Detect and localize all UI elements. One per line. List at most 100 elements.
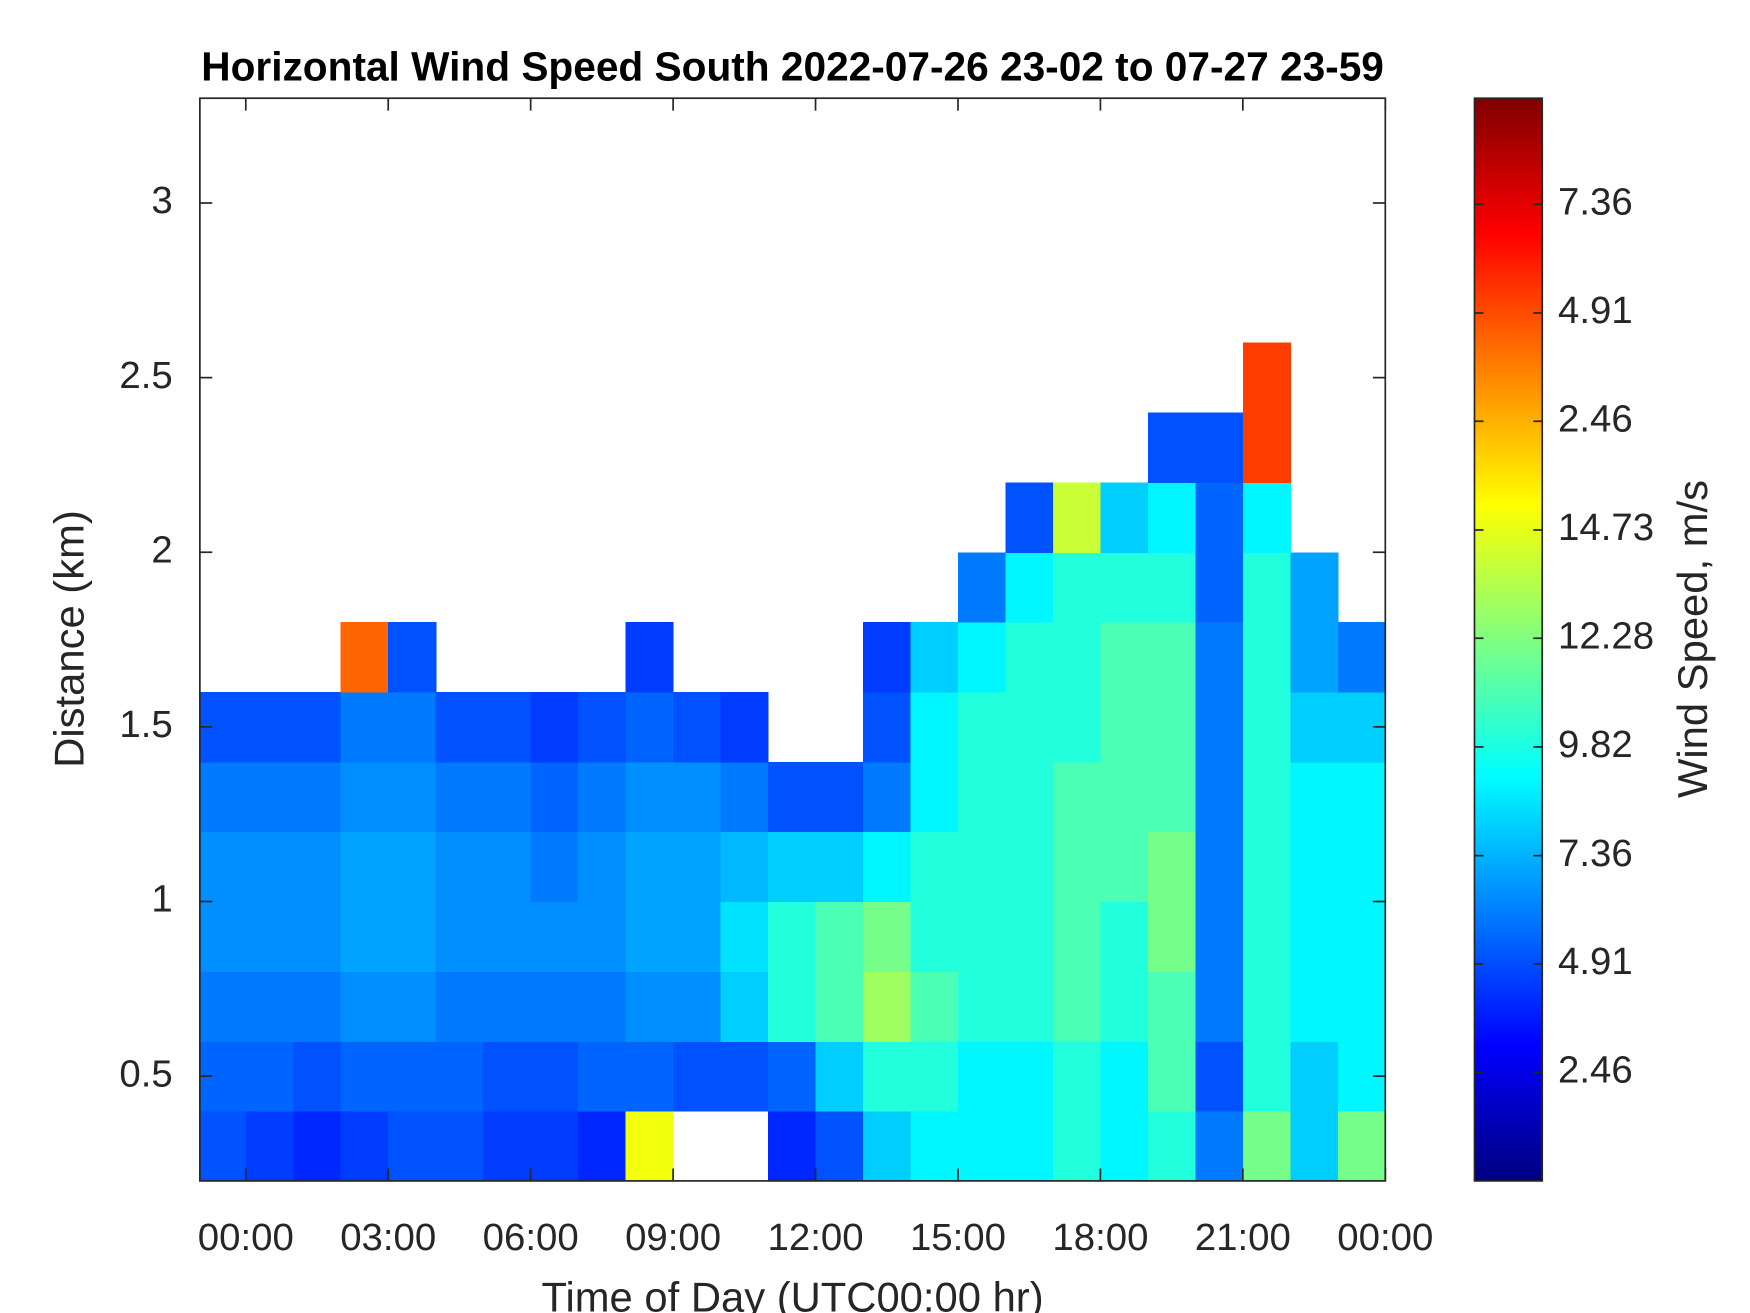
heatmap-cell: [1100, 622, 1149, 693]
x-tick-label: 21:00: [1195, 1216, 1291, 1259]
heatmap-cell: [1147, 691, 1196, 763]
heatmap-cell: [483, 691, 532, 763]
heatmap-cell: [1005, 761, 1054, 833]
y-tick-label: 0.5: [119, 1052, 172, 1095]
heatmap-cell: [388, 622, 437, 693]
heatmap-cell: [625, 831, 674, 903]
heatmap-cell: [435, 971, 484, 1042]
heatmap-cell: [1147, 1041, 1196, 1112]
heatmap-cell: [1100, 901, 1149, 972]
heatmap-cell: [340, 1041, 389, 1112]
heatmap-cell: [1337, 622, 1386, 693]
colorbar-label: Wind Speed, m/s: [1669, 480, 1716, 798]
heatmap-cell: [910, 971, 959, 1042]
heatmap-cell: [199, 901, 247, 972]
heatmap-cell: [1005, 622, 1054, 693]
heatmap-cell: [1242, 831, 1291, 903]
y-tick-label: 3: [151, 179, 172, 222]
heatmap-cell: [1005, 971, 1054, 1042]
heatmap-cell: [340, 971, 389, 1042]
heatmap-cell: [1195, 412, 1244, 483]
heatmap-cell: [1242, 342, 1291, 414]
heatmap-cell: [340, 831, 389, 903]
y-tick-label: 1.5: [119, 703, 172, 746]
heatmap-cell: [625, 1111, 674, 1182]
heatmap-cell: [957, 831, 1007, 903]
heatmap-cell: [435, 691, 484, 763]
heatmap-cell: [1147, 901, 1196, 972]
heatmap-cell: [625, 971, 674, 1042]
heatmap-cell: [388, 971, 437, 1042]
heatmap-cell: [1005, 901, 1054, 972]
colorbar-tick-label: 9.82: [1558, 723, 1633, 766]
heatmap-cell: [673, 901, 722, 972]
heatmap-cell: [1242, 761, 1291, 833]
heatmap-cell: [340, 761, 389, 833]
heatmap-cell: [1005, 1111, 1054, 1182]
heatmap-cell: [625, 691, 674, 763]
heatmap-cell: [245, 1111, 294, 1182]
heatmap-cell: [720, 1041, 769, 1112]
heatmap-cell: [768, 1111, 817, 1182]
heatmap-cell: [673, 971, 722, 1042]
heatmap-cell: [340, 691, 389, 763]
x-tick-label: 06:00: [483, 1216, 579, 1259]
heatmap-cell: [1005, 552, 1054, 623]
heatmap-cell: [1290, 1041, 1339, 1112]
heatmap-cell: [720, 901, 769, 972]
heatmap-cell: [863, 1041, 912, 1112]
heatmap-cell: [1147, 831, 1196, 903]
heatmap-cell: [863, 691, 912, 763]
y-axis-label: Distance (km): [45, 510, 92, 768]
heatmap-cell: [293, 1111, 342, 1182]
y-tick-label: 2.5: [119, 354, 172, 397]
heatmap-cell: [578, 901, 627, 972]
heatmap-cell: [1290, 901, 1339, 972]
heatmap-cell: [483, 901, 532, 972]
heatmap-cell: [1147, 761, 1196, 833]
heatmap-cell: [435, 831, 484, 903]
x-tick-label: 00:00: [1337, 1216, 1433, 1259]
heatmap-cell: [1052, 971, 1101, 1042]
heatmap-cell: [957, 971, 1007, 1042]
heatmap-cell: [910, 1111, 959, 1182]
heatmap-cell: [199, 761, 247, 833]
heatmap-cell: [815, 1041, 864, 1112]
heatmap-cell: [245, 1041, 294, 1112]
heatmap-cell: [340, 622, 389, 693]
heatmap-cell: [199, 1111, 247, 1182]
heatmap-cell: [340, 901, 389, 972]
heatmap-cell: [435, 1041, 484, 1112]
heatmap-cell: [1337, 761, 1386, 833]
y-tick-label: 2: [151, 528, 172, 571]
heatmap-cell: [1100, 1041, 1149, 1112]
x-tick-label: 15:00: [910, 1216, 1006, 1259]
heatmap-cell: [245, 901, 294, 972]
colorbar-tick-label: 12.28: [1558, 614, 1654, 657]
heatmap-cell: [720, 691, 769, 763]
heatmap-cell: [1242, 971, 1291, 1042]
heatmap-cell: [720, 761, 769, 833]
colorbar-tick-label: 7.36: [1558, 180, 1633, 223]
heatmap-cell: [1147, 552, 1196, 623]
heatmap-cell: [1100, 1111, 1149, 1182]
heatmap-cell: [768, 1041, 817, 1112]
heatmap-cell: [293, 901, 342, 972]
heatmap-cell: [910, 761, 959, 833]
heatmap-cell: [483, 761, 532, 833]
heatmap-cell: [625, 622, 674, 693]
heatmap-cell: [530, 1041, 579, 1112]
heatmap-cell: [768, 971, 817, 1042]
chart-title: Horizontal Wind Speed South 2022-07-26 2…: [201, 44, 1384, 90]
heatmap-cell: [1195, 482, 1244, 553]
heatmap-cell: [530, 901, 579, 972]
heatmap-cell: [388, 691, 437, 763]
heatmap-cell: [957, 901, 1007, 972]
heatmap-cell: [863, 622, 912, 693]
heatmap-cell: [1052, 1041, 1101, 1112]
heatmap-cell: [673, 691, 722, 763]
y-tick-label: 1: [151, 878, 172, 921]
heatmap-cell: [1337, 1111, 1386, 1182]
heatmap-cell: [625, 761, 674, 833]
